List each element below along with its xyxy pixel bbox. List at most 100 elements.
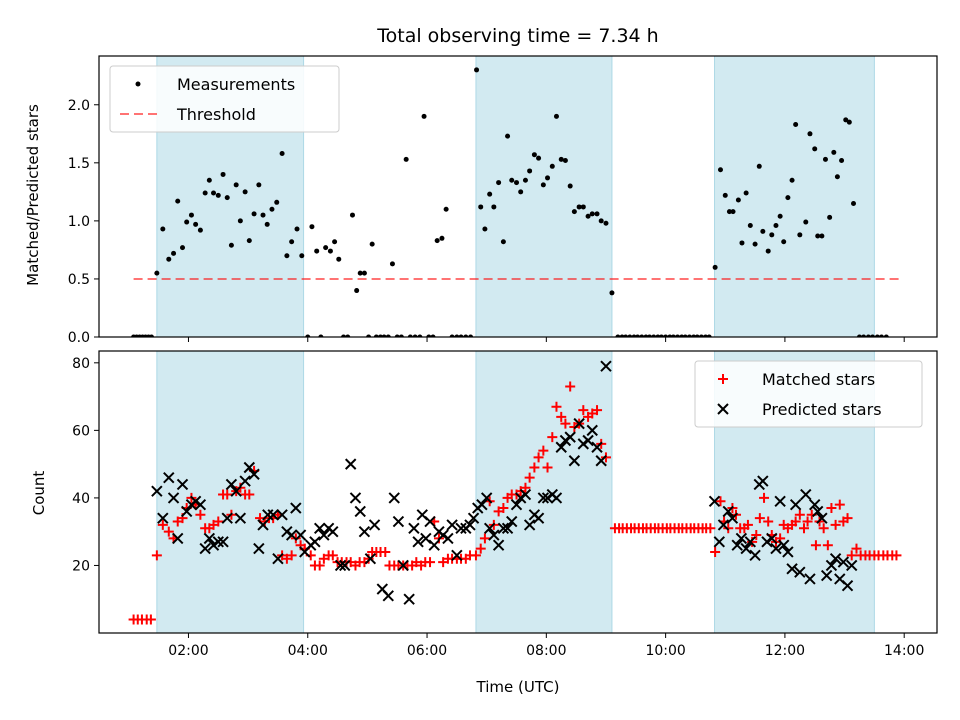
predicted-star-marker <box>476 498 488 511</box>
measurement-point <box>349 212 355 218</box>
predicted-star-marker <box>446 519 458 531</box>
measurement-point <box>698 334 704 337</box>
measurement-point <box>576 204 582 210</box>
matched-star-marker <box>524 472 535 483</box>
predicted-star-marker <box>757 475 769 487</box>
measurement-point <box>468 334 474 337</box>
matched-star-marker <box>551 401 562 412</box>
measurement-point <box>831 149 837 155</box>
predicted-star-marker <box>313 522 326 535</box>
measurement-point <box>861 334 867 337</box>
measurement-point <box>777 213 783 219</box>
measurement-point <box>785 195 791 201</box>
matched-star-marker <box>710 546 721 557</box>
predicted-star-marker <box>717 519 730 531</box>
predicted-star-marker <box>358 525 371 538</box>
measurement-point <box>627 334 633 337</box>
observing-window-band <box>475 350 613 634</box>
matched-star-marker <box>790 516 801 527</box>
measurement-point <box>474 67 480 73</box>
predicted-star-marker <box>276 509 288 521</box>
matched-star-marker <box>747 536 758 547</box>
measurement-point <box>514 180 520 186</box>
measurement-point <box>670 334 676 337</box>
predicted-star-marker <box>591 441 603 453</box>
measurement-point <box>166 256 172 262</box>
predicted-star-marker <box>464 519 476 531</box>
matched-star-marker <box>479 533 490 544</box>
measurement-point <box>865 334 871 337</box>
measurement-point <box>274 199 280 205</box>
predicted-star-marker <box>257 519 269 531</box>
matched-star-marker <box>327 550 338 561</box>
predicted-star-marker <box>248 468 260 480</box>
measurement-point <box>752 241 758 247</box>
observing-window-band <box>475 55 613 338</box>
measurement-point <box>487 191 493 197</box>
measurement-point <box>373 334 379 337</box>
predicted-star-marker <box>586 424 598 437</box>
matched-star-marker <box>529 462 540 473</box>
measurement-point <box>193 221 199 227</box>
matched-star-marker <box>834 499 845 510</box>
measurement-point <box>369 241 375 247</box>
measurement-point <box>482 226 488 232</box>
measurement-point <box>478 204 484 210</box>
measurement-point <box>585 213 591 219</box>
predicted-star-marker <box>230 485 242 497</box>
predicted-star-marker <box>455 522 467 535</box>
predicted-star-marker <box>309 536 321 548</box>
predicted-star-marker <box>600 360 612 372</box>
measurement-point <box>215 192 221 198</box>
matched-star-marker <box>533 452 544 463</box>
predicted-star-marker <box>176 478 189 491</box>
predicted-star-marker <box>837 556 850 568</box>
matched-star-marker <box>222 489 233 500</box>
predicted-star-marker <box>339 559 351 572</box>
measurement-point <box>491 204 497 210</box>
predicted-star-marker <box>841 580 854 592</box>
matched-star-marker <box>763 516 774 527</box>
measurement-point <box>458 334 464 337</box>
predicted-star-marker <box>180 505 193 518</box>
y-tick-label: 2.0 <box>68 98 90 114</box>
measurement-point <box>773 223 779 229</box>
measurement-point <box>385 334 391 337</box>
measurement-point <box>184 219 190 225</box>
matched-star-marker <box>565 381 576 392</box>
predicted-star-marker <box>794 566 806 578</box>
predicted-star-marker <box>239 475 251 487</box>
measurement-point <box>412 334 418 337</box>
predicted-star-marker <box>334 559 347 572</box>
measurement-point <box>496 180 502 186</box>
measurement-point <box>635 334 641 337</box>
measurement-point <box>314 248 320 254</box>
measurement-point <box>430 334 436 337</box>
predicted-star-marker <box>420 532 432 545</box>
predicted-star-marker <box>451 549 463 562</box>
measurement-point <box>389 261 395 267</box>
measurement-point <box>180 245 186 251</box>
measurement-point <box>726 209 732 215</box>
predicted-star-marker <box>740 542 752 555</box>
measurement-point <box>819 233 825 239</box>
matched-star-marker <box>742 519 753 530</box>
y-tick-label: 1.0 <box>68 214 90 230</box>
measurement-point <box>558 156 564 162</box>
matched-star-marker <box>542 462 553 473</box>
matched-star-marker <box>759 492 770 503</box>
predicted-star-marker <box>467 512 480 524</box>
measurement-point <box>332 239 338 245</box>
predicted-star-marker <box>829 552 842 565</box>
measurement-point <box>789 177 795 183</box>
predicted-star-marker <box>550 492 563 504</box>
measurement-point <box>148 334 154 337</box>
predicted-star-marker <box>582 434 594 447</box>
matched-star-marker <box>754 513 765 524</box>
plot-frame <box>98 350 938 634</box>
predicted-star-marker <box>203 532 216 545</box>
predicted-star-marker <box>151 485 163 497</box>
predicted-star-marker <box>382 590 394 602</box>
measurement-point <box>284 253 290 259</box>
matched-star-marker <box>715 496 726 507</box>
